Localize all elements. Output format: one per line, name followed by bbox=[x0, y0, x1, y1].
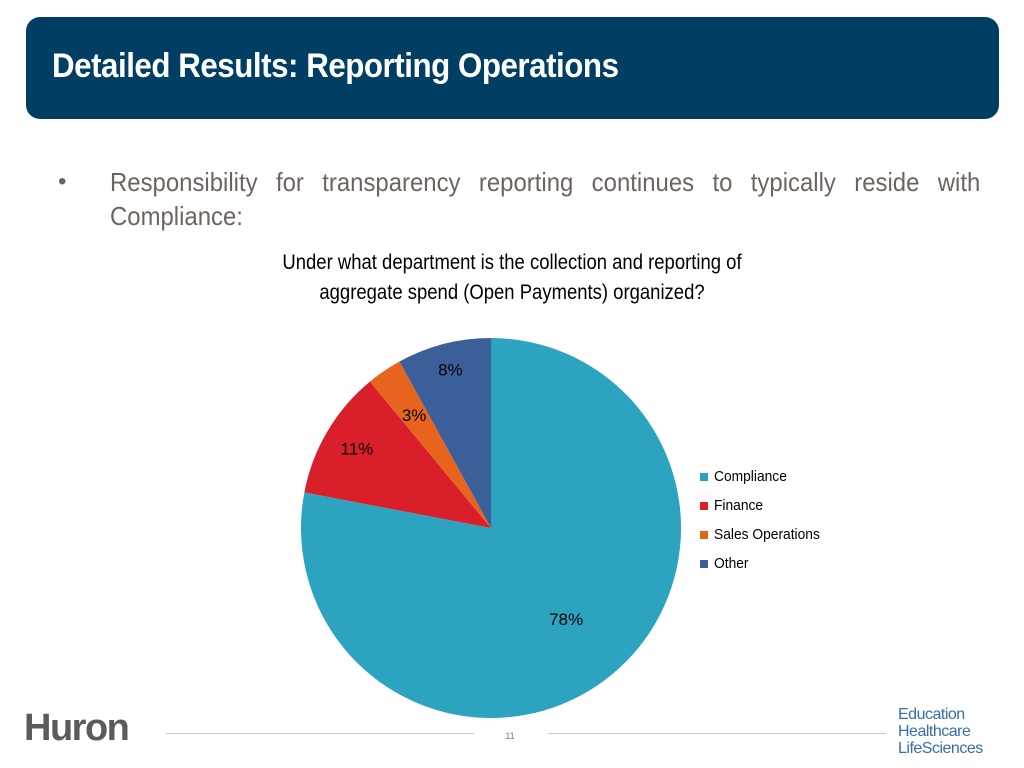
page-number: 11 bbox=[505, 731, 515, 741]
sector-lifesciences: LifeSciences bbox=[898, 740, 983, 757]
bullet-marker: • bbox=[58, 168, 67, 195]
pie-slice-other bbox=[399, 338, 491, 528]
footer-divider-right bbox=[548, 733, 886, 734]
footer-divider-left bbox=[166, 733, 474, 734]
sector-healthcare: Healthcare bbox=[898, 723, 971, 740]
legend-label: Compliance bbox=[714, 468, 787, 485]
chart-title: Under what department is the collection … bbox=[248, 248, 776, 308]
legend-swatch bbox=[700, 472, 708, 481]
data-label-compliance: 78% bbox=[549, 610, 583, 629]
chart-title-line-1: Under what department is the collection … bbox=[282, 251, 742, 274]
title-bar: Detailed Results: Reporting Operations bbox=[26, 17, 999, 119]
pie-slice-finance bbox=[304, 381, 491, 528]
sector-education: Education bbox=[898, 706, 965, 723]
sector-list: Education Healthcare LifeSciences bbox=[898, 706, 983, 757]
huron-logo: Huron bbox=[24, 707, 130, 749]
legend-swatch bbox=[700, 530, 708, 539]
chart-legend: Compliance Finance Sales Operations Other bbox=[700, 462, 829, 578]
legend-swatch bbox=[700, 501, 708, 510]
legend-item-finance: Finance bbox=[700, 491, 829, 520]
legend-item-sales-operations: Sales Operations bbox=[700, 520, 829, 549]
legend-label: Sales Operations bbox=[714, 526, 820, 543]
legend-swatch bbox=[700, 559, 708, 568]
legend-label: Finance bbox=[714, 497, 764, 514]
pie-slice-sales-operations bbox=[369, 361, 491, 528]
legend-item-other: Other bbox=[700, 549, 829, 578]
legend-item-compliance: Compliance bbox=[700, 462, 829, 491]
legend-label: Other bbox=[714, 555, 749, 572]
data-label-other: 8% bbox=[438, 361, 463, 380]
bullet-text: Responsibility for transparency reportin… bbox=[110, 167, 981, 231]
data-label-sales-operations: 3% bbox=[402, 406, 427, 425]
chart-title-line-2: aggregate spend (Open Payments) organize… bbox=[319, 281, 705, 304]
data-label-finance: 11% bbox=[341, 440, 374, 459]
slide-title: Detailed Results: Reporting Operations bbox=[52, 47, 619, 85]
